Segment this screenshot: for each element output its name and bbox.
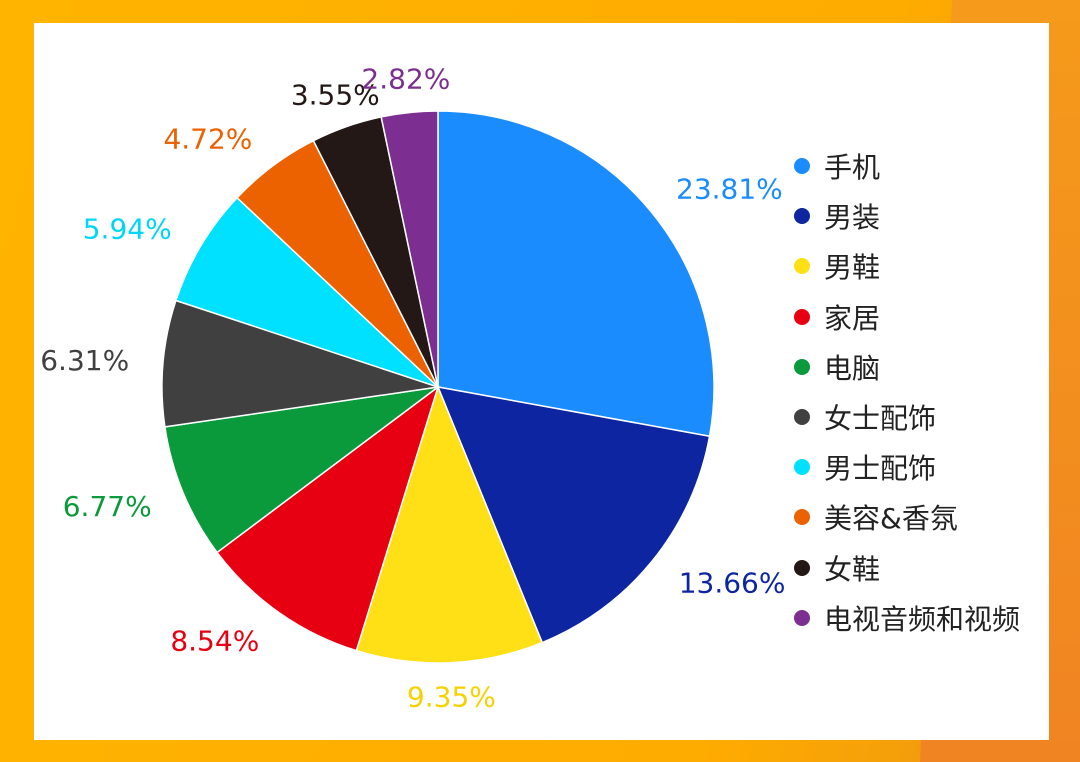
legend-label: 男士配饰 bbox=[824, 452, 937, 486]
legend-label: 电视音频和视频 bbox=[824, 602, 1021, 636]
data-label-男鞋: 9.35% bbox=[407, 681, 496, 714]
data-label-电脑: 6.77% bbox=[63, 490, 152, 523]
legend-item-女士配饰: 女士配饰 bbox=[794, 392, 1020, 442]
legend-swatch-icon bbox=[794, 358, 810, 375]
pie-slice-家居 bbox=[216, 385, 440, 652]
legend-item-男鞋: 男鞋 bbox=[794, 241, 1020, 291]
legend-swatch-icon bbox=[794, 208, 810, 225]
legend-label: 女士配饰 bbox=[824, 402, 937, 436]
pie-slice-男鞋 bbox=[355, 384, 544, 664]
legend-item-女鞋: 女鞋 bbox=[794, 543, 1020, 593]
legend-item-家居: 家居 bbox=[794, 292, 1020, 342]
legend-label: 女鞋 bbox=[824, 552, 881, 586]
data-label-女士配饰: 6.31% bbox=[40, 344, 129, 377]
pie-slice-电脑 bbox=[164, 386, 439, 554]
pie-chart: 23.81% 13.66% 9.35% 8.54% 6.77% 6.31% 5.94% 4.7… bbox=[40, 63, 785, 714]
legend-item-电脑: 电脑 bbox=[794, 342, 1020, 392]
legend-item-手机: 手机 bbox=[794, 141, 1020, 191]
pie-slice-男士配饰 bbox=[174, 196, 439, 388]
legend-item-男装: 男装 bbox=[794, 191, 1020, 241]
legend-label: 男鞋 bbox=[824, 251, 881, 285]
legend-swatch-icon bbox=[794, 308, 810, 325]
data-label-手机: 23.81% bbox=[676, 172, 783, 205]
pie-slice-女士配饰 bbox=[161, 299, 439, 428]
data-label-美容-香氛: 4.72% bbox=[163, 123, 252, 156]
legend-label: 男装 bbox=[824, 201, 881, 235]
legend-item-美容-香氛: 美容&香氛 bbox=[794, 492, 1020, 542]
pie-slice-电视音频和视频 bbox=[380, 110, 439, 388]
legend-swatch-icon bbox=[794, 158, 810, 175]
pie-slice-手机 bbox=[437, 110, 715, 438]
legend-label: 手机 bbox=[824, 151, 881, 185]
legend-swatch-icon bbox=[794, 559, 810, 576]
data-label-女鞋: 3.55% bbox=[291, 79, 380, 112]
legend-item-男士配饰: 男士配饰 bbox=[794, 442, 1020, 492]
legend-swatch-icon bbox=[794, 509, 810, 526]
chart-legend: 手机男装男鞋家居电脑女士配饰男士配饰美容&香氛女鞋电视音频和视频 bbox=[794, 141, 1020, 643]
pie-slice-男装 bbox=[436, 386, 711, 644]
legend-swatch-icon bbox=[794, 609, 810, 626]
data-label-男装: 13.66% bbox=[679, 566, 786, 599]
chart-card: 23.81% 13.66% 9.35% 8.54% 6.77% 6.31% 5.94% 4.7… bbox=[34, 23, 1049, 740]
data-label-家居: 8.54% bbox=[170, 624, 259, 657]
legend-label: 家居 bbox=[824, 301, 881, 335]
legend-swatch-icon bbox=[794, 258, 810, 275]
legend-label: 电脑 bbox=[824, 351, 881, 385]
data-labels: 23.81% 13.66% 9.35% 8.54% 6.77% 6.31% 5.94% 4.7… bbox=[40, 63, 785, 714]
legend-label: 美容&香氛 bbox=[824, 502, 958, 536]
pie-slices bbox=[161, 110, 715, 664]
data-label-电视音频和视频: 2.82% bbox=[361, 63, 450, 96]
legend-swatch-icon bbox=[794, 409, 810, 426]
legend-item-电视音频和视频: 电视音频和视频 bbox=[794, 593, 1020, 643]
data-label-男士配饰: 5.94% bbox=[83, 212, 172, 245]
legend-swatch-icon bbox=[794, 459, 810, 476]
